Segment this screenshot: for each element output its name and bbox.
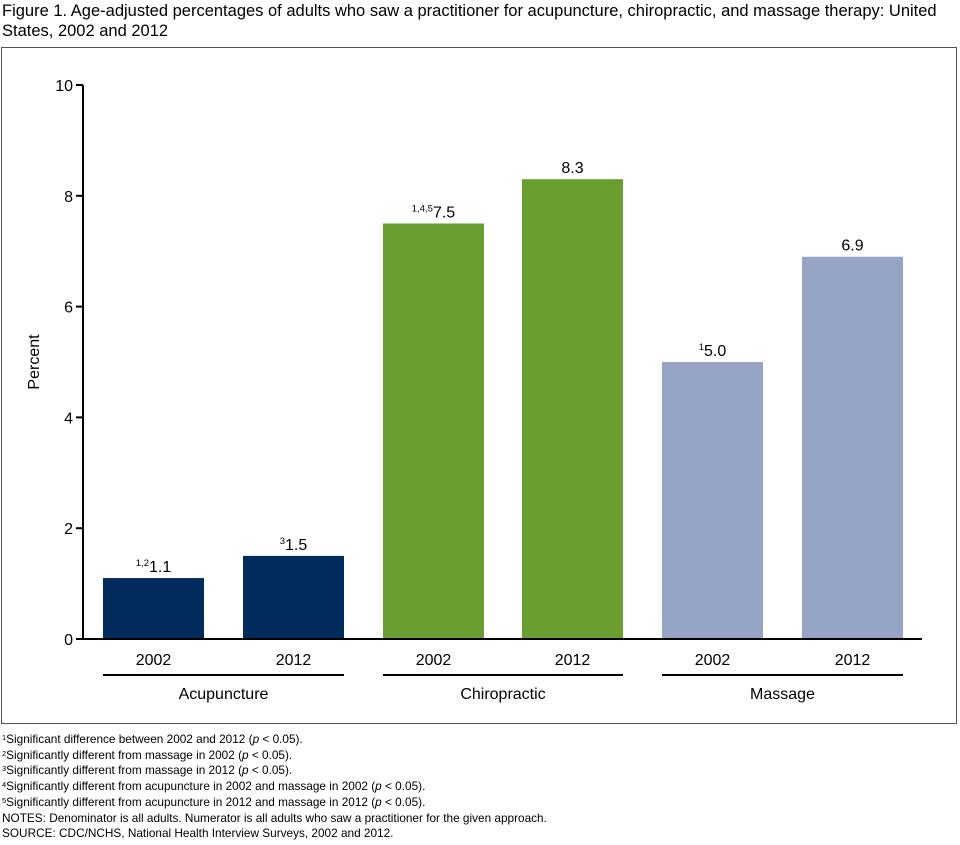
footnote-3: 3Significantly different from massage in… xyxy=(2,763,293,778)
x-tick-label-year: 2002 xyxy=(416,652,452,669)
bar-acupuncture-2012 xyxy=(243,555,344,639)
x-tick-label-year: 2012 xyxy=(276,652,312,669)
group-label: Massage xyxy=(750,686,815,703)
footnotes: 1Significant difference between 2002 and… xyxy=(2,732,952,842)
figure-title: Figure 1. Age-adjusted percentages of ad… xyxy=(2,2,937,40)
bar-acupuncture-2002 xyxy=(103,578,204,639)
x-tick-label-year: 2002 xyxy=(695,652,731,669)
bar-massage-2002 xyxy=(662,362,763,639)
data-label: 8.3 xyxy=(561,160,583,177)
bar-chart: 0 2 4 6 8 10 Percent 1,21.1 2002 31.5 2012 Acupunct… xyxy=(26,78,922,703)
notes-text: NOTES: Denominator is all adults. Numera… xyxy=(2,810,547,825)
data-label: 6.9 xyxy=(841,238,863,255)
bar-chiropractic-2002 xyxy=(383,223,484,639)
group-label: Acupuncture xyxy=(179,686,269,703)
data-label-value: 1.5 xyxy=(285,537,307,554)
footnote-5: 5Significantly different from acupunctur… xyxy=(2,794,426,809)
data-label: 1,21.1 xyxy=(136,558,172,576)
source-text: SOURCE: CDC/NCHS, National Health Interv… xyxy=(2,826,394,841)
data-label-value: 1.1 xyxy=(149,559,171,576)
bar-chiropractic-2012 xyxy=(522,179,623,639)
data-label: 15.0 xyxy=(699,342,727,360)
data-label-superscript: 1,2 xyxy=(136,558,149,569)
data-label-value: 5.0 xyxy=(704,343,726,360)
group-label: Chiropractic xyxy=(460,686,545,703)
footnote-4: 4Significantly different from acupunctur… xyxy=(2,779,426,794)
x-tick-label-year: 2012 xyxy=(555,652,591,669)
y-tick-label: 2 xyxy=(64,521,73,538)
data-label: 31.5 xyxy=(280,536,308,554)
data-label: 1,4,57.5 xyxy=(412,204,455,222)
chart-frame xyxy=(1,47,957,724)
y-tick-label: 0 xyxy=(64,632,73,649)
bar-massage-2012 xyxy=(802,256,903,639)
x-tick-label-year: 2012 xyxy=(835,652,871,669)
y-tick-label: 8 xyxy=(64,189,73,206)
data-label-superscript: 3 xyxy=(280,536,285,547)
y-axis-label: Percent xyxy=(26,334,43,390)
data-label-superscript: 1 xyxy=(699,342,704,353)
footnote-2: 2Significantly different from massage in… xyxy=(2,747,293,762)
y-tick-label: 4 xyxy=(64,410,73,427)
footnote-1: 1Significant difference between 2002 and… xyxy=(2,732,303,746)
x-tick-label-year: 2002 xyxy=(136,652,172,669)
data-label-value: 7.5 xyxy=(433,205,455,222)
y-tick-label: 10 xyxy=(55,78,73,95)
data-label-superscript: 1,4,5 xyxy=(412,204,433,215)
y-tick-label: 6 xyxy=(64,300,73,317)
